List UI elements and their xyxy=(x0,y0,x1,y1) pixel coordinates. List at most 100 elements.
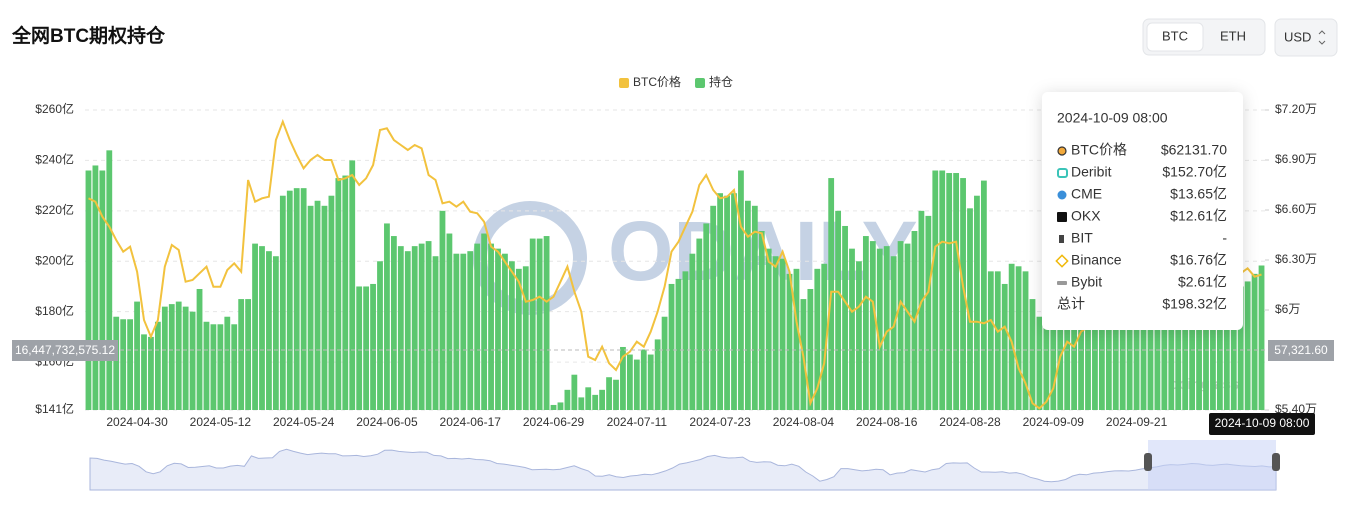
x-tick-label: 2024-09-21 xyxy=(1106,415,1168,429)
bar xyxy=(647,354,654,410)
x-tick-label: 2024-08-16 xyxy=(856,415,918,429)
x-tick-label: 2024-05-12 xyxy=(190,415,252,429)
bar xyxy=(495,248,501,410)
bar xyxy=(154,321,161,410)
tooltip-row-value: $198.32亿 xyxy=(1162,296,1227,312)
bar xyxy=(946,173,953,410)
tooltip-row-label: OKX xyxy=(1071,208,1101,224)
bar xyxy=(862,236,869,410)
bar xyxy=(1098,301,1105,410)
y-tick-label: $220亿 xyxy=(35,202,74,217)
bar xyxy=(390,236,397,410)
bar xyxy=(1237,286,1244,410)
bar xyxy=(404,251,411,410)
bar xyxy=(481,233,488,410)
x-tick-label: 2024-06-05 xyxy=(356,415,418,429)
tab-active[interactable] xyxy=(1146,22,1204,52)
bar xyxy=(1112,291,1119,410)
bar xyxy=(1189,301,1196,410)
tab-btc[interactable]: BTC xyxy=(1162,28,1188,43)
bar xyxy=(640,349,647,410)
bar xyxy=(1230,291,1237,410)
bar xyxy=(1015,266,1022,410)
bar xyxy=(1029,299,1036,410)
icon xyxy=(1059,235,1064,243)
navigator-window xyxy=(1148,440,1276,490)
icon xyxy=(1057,168,1068,178)
bar xyxy=(1258,265,1265,410)
bar xyxy=(314,200,321,410)
bar xyxy=(682,271,689,410)
bar xyxy=(779,258,786,410)
bar xyxy=(876,248,883,410)
navigator-handle[interactable] xyxy=(1272,453,1280,471)
bar xyxy=(189,311,196,410)
chevron xyxy=(1318,30,1326,45)
bar xyxy=(807,288,814,410)
y2-tick-label: $6.60万 xyxy=(1275,202,1317,216)
bar xyxy=(1001,283,1008,410)
bar xyxy=(342,175,349,410)
bar xyxy=(266,251,272,410)
bar xyxy=(161,306,168,410)
legend-swatch xyxy=(695,78,706,88)
tooltip-row-value: - xyxy=(1222,230,1227,246)
x-tick-label: 2024-08-04 xyxy=(773,415,835,429)
bar xyxy=(620,346,626,410)
bar xyxy=(1223,288,1230,410)
bar xyxy=(994,271,1001,410)
bar xyxy=(793,268,800,410)
navigator-handle[interactable] xyxy=(1144,453,1152,471)
tooltip-row-label: 总计 xyxy=(1057,296,1085,312)
bar xyxy=(134,301,140,410)
bar xyxy=(439,210,446,410)
bar xyxy=(370,283,376,410)
legend-label: BTC价格 xyxy=(633,74,681,89)
crosshair-y2-label: 57,321.60 xyxy=(1274,343,1328,357)
bar xyxy=(1251,273,1258,410)
bar xyxy=(1196,296,1202,410)
bar xyxy=(363,286,370,410)
bar xyxy=(1043,296,1050,410)
x-tick-label: 2024-06-17 xyxy=(440,415,502,429)
bar xyxy=(259,246,265,410)
bar xyxy=(897,241,904,410)
bar xyxy=(1216,296,1223,410)
bar xyxy=(120,319,127,410)
y-tick-label: $200亿 xyxy=(35,252,74,267)
bar xyxy=(321,205,328,410)
bar xyxy=(217,324,224,410)
bar xyxy=(99,170,106,410)
bar xyxy=(980,180,987,410)
bar xyxy=(550,404,557,410)
bar xyxy=(592,394,599,410)
bar xyxy=(842,225,848,410)
bar xyxy=(932,170,939,410)
bar xyxy=(515,268,522,410)
bar xyxy=(738,170,744,410)
currency-label[interactable]: USD xyxy=(1284,29,1311,44)
bar xyxy=(307,205,314,410)
tab-eth[interactable]: ETH xyxy=(1220,28,1246,43)
legend-swatch xyxy=(619,78,629,88)
x-tick-label: 2024-04-30 xyxy=(106,415,168,429)
bar xyxy=(141,334,147,410)
bar xyxy=(328,195,335,410)
x-tick-label: 2024-06-29 xyxy=(523,415,585,429)
crosshair-y-box xyxy=(12,340,118,361)
crosshair-y2-box xyxy=(1268,340,1334,361)
legend-label: 持仓 xyxy=(709,74,733,89)
bar xyxy=(675,278,682,410)
bar xyxy=(564,389,571,410)
bar xyxy=(1140,294,1147,410)
bar xyxy=(626,354,633,410)
bar xyxy=(536,238,543,410)
bar xyxy=(606,377,612,410)
bar xyxy=(175,301,182,410)
bar xyxy=(411,246,418,410)
bar xyxy=(349,160,356,410)
currency-select[interactable] xyxy=(1274,18,1338,57)
bar xyxy=(869,241,876,410)
crosshair-y-label: 16,447,732,575.12 xyxy=(15,343,115,357)
